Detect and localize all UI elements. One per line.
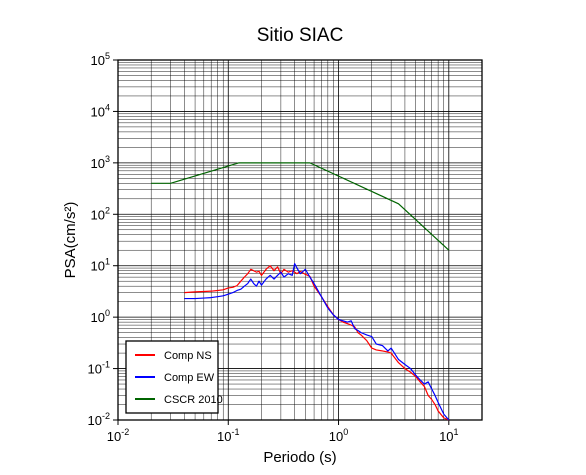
y-tick-label: 101 xyxy=(91,257,110,274)
x-tick-label: 10-1 xyxy=(217,427,239,444)
legend: Comp NS Comp EW CSCR 2010 xyxy=(125,340,223,414)
y-tick-label: 103 xyxy=(91,154,110,171)
x-axis-ticks: 10-2 10-1 100 101 xyxy=(107,420,459,444)
x-tick-label: 101 xyxy=(439,427,458,444)
legend-label: Comp NS xyxy=(164,350,212,362)
y-tick-label: 10-1 xyxy=(88,360,110,377)
series-line-cscr-2010 xyxy=(151,162,450,251)
legend-label: CSCR 2010 xyxy=(164,394,223,406)
y-axis-ticks: 10-2 10-1 100 101 102 103 104 105 xyxy=(88,51,118,428)
y-axis-label: PSA(cm/s²) xyxy=(62,202,79,279)
y-tick-label: 105 xyxy=(91,51,110,68)
x-axis-label: Periodo (s) xyxy=(263,449,336,466)
legend-label: Comp EW xyxy=(164,372,215,384)
series-group xyxy=(151,162,450,421)
x-tick-label: 100 xyxy=(329,427,348,444)
y-tick-label: 104 xyxy=(91,102,110,119)
x-tick-label: 10-2 xyxy=(107,427,129,444)
y-tick-label: 100 xyxy=(91,308,110,325)
y-tick-label: 10-2 xyxy=(88,411,110,428)
plot-frame xyxy=(117,59,483,421)
y-tick-label: 102 xyxy=(91,205,110,222)
chart-title: Sitio SIAC xyxy=(257,25,344,46)
series-line-comp-ew xyxy=(184,262,450,421)
